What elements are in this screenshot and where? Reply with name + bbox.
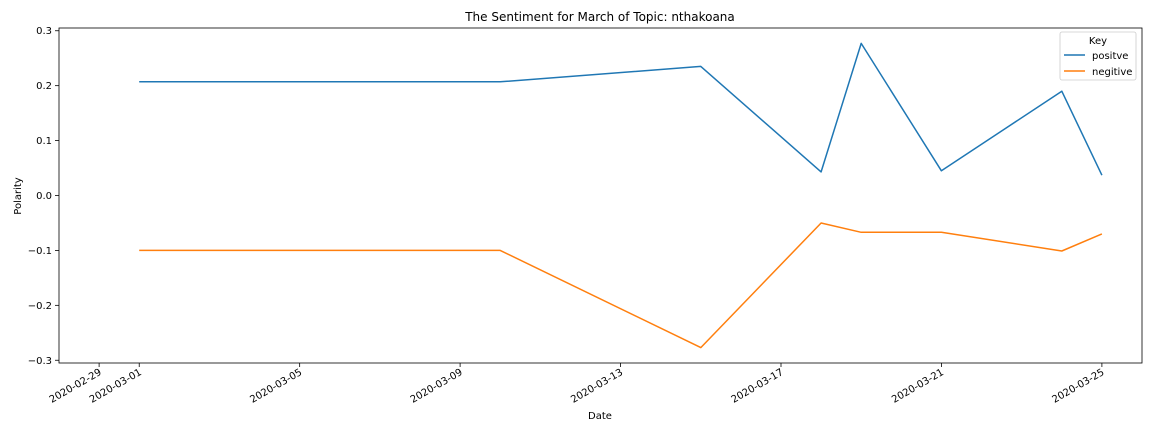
y-tick-label: −0.1	[28, 246, 52, 257]
y-axis: 0.3 0.2 0.1 0.0 −0.1 −0.2 −0.3	[28, 26, 59, 367]
x-tick-label: 2020-03-05	[248, 367, 304, 406]
legend-title: Key	[1089, 36, 1107, 47]
x-axis-label: Date	[588, 411, 612, 422]
y-tick-label: 0.2	[36, 81, 52, 92]
y-tick-label: −0.3	[28, 356, 52, 367]
series-line-positve	[139, 43, 1102, 175]
legend-label-positve: positve	[1092, 51, 1128, 62]
legend-label-negitive: negitive	[1092, 67, 1132, 78]
x-tick-label: 2020-03-17	[730, 367, 786, 406]
y-tick-label: 0.0	[36, 191, 52, 202]
x-tick-label: 2020-03-21	[890, 367, 946, 406]
y-tick-label: 0.1	[36, 136, 52, 147]
y-tick-label: −0.2	[28, 301, 52, 312]
y-tick-label: 0.3	[36, 26, 52, 37]
x-tick-label: 2020-03-09	[409, 367, 465, 406]
series-line-negitive	[139, 223, 1102, 348]
plot-frame	[59, 28, 1142, 363]
chart-title: The Sentiment for March of Topic: nthako…	[464, 10, 735, 24]
y-axis-label: Polarity	[13, 177, 24, 215]
x-tick-label: 2020-03-25	[1051, 367, 1107, 406]
legend: Key positve negitive	[1060, 32, 1136, 80]
series-lines	[139, 43, 1102, 347]
x-tick-label: 2020-03-13	[569, 367, 625, 406]
